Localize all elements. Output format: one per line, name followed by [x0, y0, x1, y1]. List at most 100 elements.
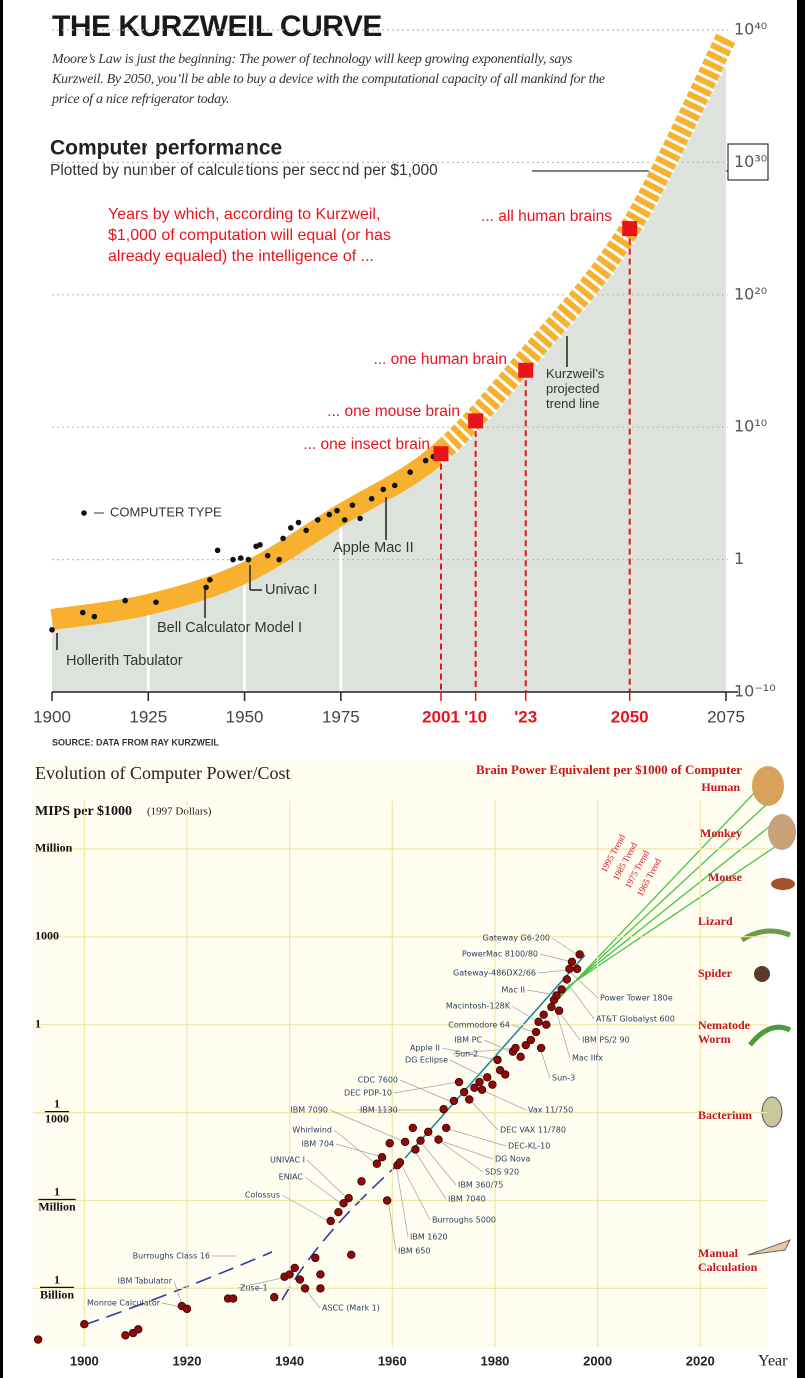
x-tick-label: 2001 [422, 707, 460, 726]
annotation-leader [483, 1039, 513, 1053]
annotation: IBM 360/75 [458, 1181, 503, 1190]
annotation-leader [297, 1279, 321, 1309]
computer-dot [377, 1153, 387, 1162]
computer-dot [344, 1193, 353, 1203]
computer-dot [380, 486, 387, 493]
computer-dot [257, 542, 263, 548]
computer-dot [400, 1137, 410, 1147]
trend-area [52, 37, 726, 693]
computer-dot [334, 1207, 343, 1217]
computer-dot [80, 609, 86, 616]
annotation: IBM PC [454, 1036, 482, 1045]
computer-dot [290, 1263, 299, 1273]
computer-dot [295, 519, 302, 526]
annotation: IBM 1620 [410, 1233, 448, 1242]
icons [740, 766, 796, 1256]
annotation: Power Tower 180e [600, 994, 673, 1003]
computer-dot [534, 1017, 543, 1027]
annotation-leader [333, 1129, 377, 1165]
annotation: IBM 7090 [290, 1106, 328, 1115]
computer-dot [424, 1127, 433, 1137]
computer-dot [539, 1010, 548, 1019]
milestone-marker [433, 446, 449, 462]
x-tick-label: 2050 [611, 707, 649, 726]
y-tick-label: 1/Million [38, 1184, 76, 1213]
icon [771, 878, 795, 890]
x-tick-label: 1950 [226, 707, 264, 726]
annotation-leader [539, 1047, 551, 1079]
computer-dot [326, 511, 333, 518]
computer-dot [385, 1139, 394, 1148]
computer-dot [245, 556, 252, 563]
computer-dot [316, 1270, 325, 1279]
computer-dot [264, 552, 271, 559]
callout: Bell Calculator Model I [157, 620, 302, 636]
source: SOURCE: DATA FROM RAY KURZWEIL [52, 737, 219, 747]
annotation: Mac IIfx [572, 1054, 603, 1063]
y-tick-label: 1 [734, 549, 744, 568]
annotation-leader [304, 1176, 344, 1206]
callout: Hollerith Tabulator [66, 653, 183, 669]
computer-dot [237, 555, 244, 561]
x-tick-label: 1960 [378, 1353, 407, 1368]
computer-dot [575, 950, 584, 959]
computer-dot [203, 584, 209, 591]
computer-dot [407, 469, 413, 475]
mid-trend [281, 1157, 406, 1301]
annotation-leader [539, 953, 573, 963]
computer-dot [572, 964, 582, 974]
computer-dot [357, 515, 363, 522]
annotation: Sun-3 [552, 1074, 575, 1083]
trend-label: Kurzweil’s projected trend line [546, 366, 605, 411]
annotation: IBM 650 [398, 1247, 431, 1256]
computer-dot [287, 525, 294, 531]
annotation: DG Eclipse [405, 1056, 448, 1065]
early-trend [83, 1251, 273, 1326]
computer-dot [554, 1006, 564, 1015]
computer-dot [91, 613, 98, 620]
computer-dot [511, 1043, 520, 1053]
computer-dot [521, 1040, 530, 1050]
computer-dot [547, 1002, 556, 1012]
milestone-label: ... one human brain [373, 351, 507, 368]
y-tick-label: 10⁻¹⁰ [734, 682, 776, 701]
annotation: Colossus [245, 1191, 280, 1200]
annotation: Mac II [502, 986, 525, 995]
y-label-note: (1997 Dollars) [147, 806, 212, 818]
annotation: Burroughs 5000 [432, 1216, 496, 1225]
computer-dot [341, 517, 348, 523]
y-tick-label: 10⁴⁰ [734, 20, 767, 39]
brain-equivalent: Lizard [698, 914, 733, 928]
annotation-leader [449, 1059, 487, 1079]
y-tick-label: 1/Billion [40, 1272, 74, 1301]
computer-dot [488, 1080, 497, 1089]
computer-dot [459, 1087, 469, 1097]
x-tick-label: 1900 [70, 1353, 99, 1368]
computer-dot [395, 1158, 405, 1167]
computer-dot [326, 1216, 335, 1226]
callout: Apple Mac II [333, 540, 414, 556]
computer-dot [314, 517, 321, 523]
computer-dot [80, 1320, 89, 1329]
computer-dot [349, 502, 356, 508]
annotation-leader [335, 1143, 383, 1158]
annotation-leader [526, 989, 557, 996]
annotation: IBM PS/2 90 [582, 1036, 630, 1045]
trend-line [561, 814, 785, 993]
computer-dot [33, 1335, 43, 1344]
annotation-leader [413, 1149, 447, 1200]
annotation: Zuse-1 [240, 1284, 268, 1293]
milestone-label: ... one insect brain [303, 436, 430, 453]
annotation-leader [537, 969, 569, 974]
annotation: AT&T Globalyst 600 [596, 1015, 675, 1024]
annotation: Monroe Calculator [87, 1299, 161, 1308]
milestone-label: ... all human brains [481, 208, 612, 225]
annotation-leader [564, 979, 595, 1020]
annotation-leader [281, 1194, 331, 1223]
annotation-leader [551, 937, 579, 956]
annotation: ASCC (Mark 1) [322, 1304, 380, 1313]
computer-dot [372, 1159, 382, 1168]
computer-dot [334, 507, 340, 514]
computer-dot [516, 1052, 525, 1062]
chart-title: THE KURZWEIL CURVE [52, 10, 382, 43]
